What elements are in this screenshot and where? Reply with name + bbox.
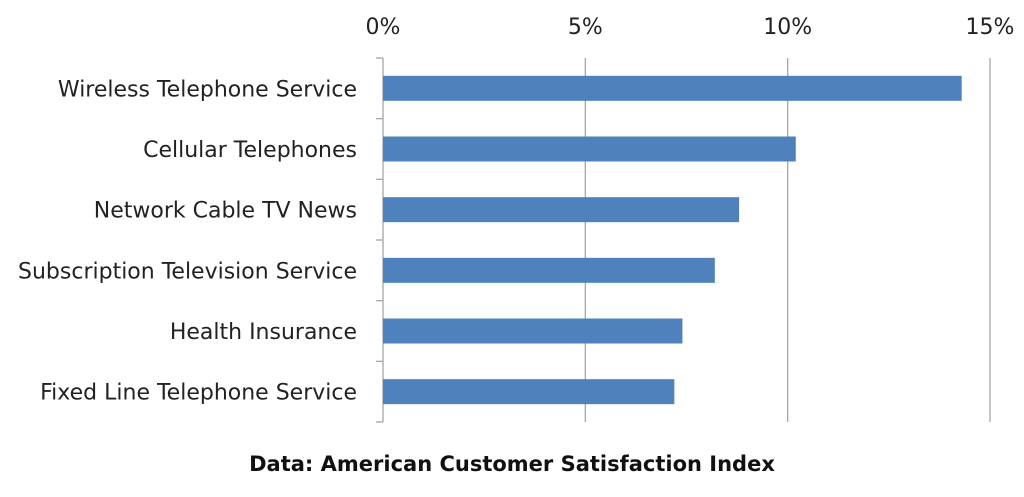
source-note: Data: American Customer Satisfaction Ind…: [249, 452, 775, 476]
bar-series: [383, 75, 962, 405]
x-tick-label: 10%: [763, 15, 812, 40]
category-label: Network Cable TV News: [94, 199, 357, 224]
gridlines: [584, 58, 991, 422]
bar: [383, 136, 796, 162]
value-axis: 0% 5% 10% 15%: [366, 15, 1015, 423]
bar: [383, 379, 675, 405]
bar: [383, 318, 683, 344]
x-tick-label: 0%: [366, 15, 401, 40]
category-label: Wireless Telephone Service: [58, 77, 357, 102]
category-axis: Wireless Telephone Service Cellular Telep…: [18, 77, 357, 405]
category-label: Cellular Telephones: [143, 138, 357, 163]
bar-chart: 0% 5% 10% 15% Wireless Telephone Service Cel…: [18, 15, 1015, 423]
x-tick-label: 5%: [568, 15, 603, 40]
category-label: Health Insurance: [170, 320, 357, 345]
category-label: Subscription Television Service: [18, 259, 357, 284]
x-tick-label: 15%: [966, 15, 1015, 40]
bar: [383, 257, 715, 283]
bar: [383, 197, 740, 223]
bar: [383, 75, 962, 101]
category-label: Fixed Line Telephone Service: [40, 381, 357, 406]
